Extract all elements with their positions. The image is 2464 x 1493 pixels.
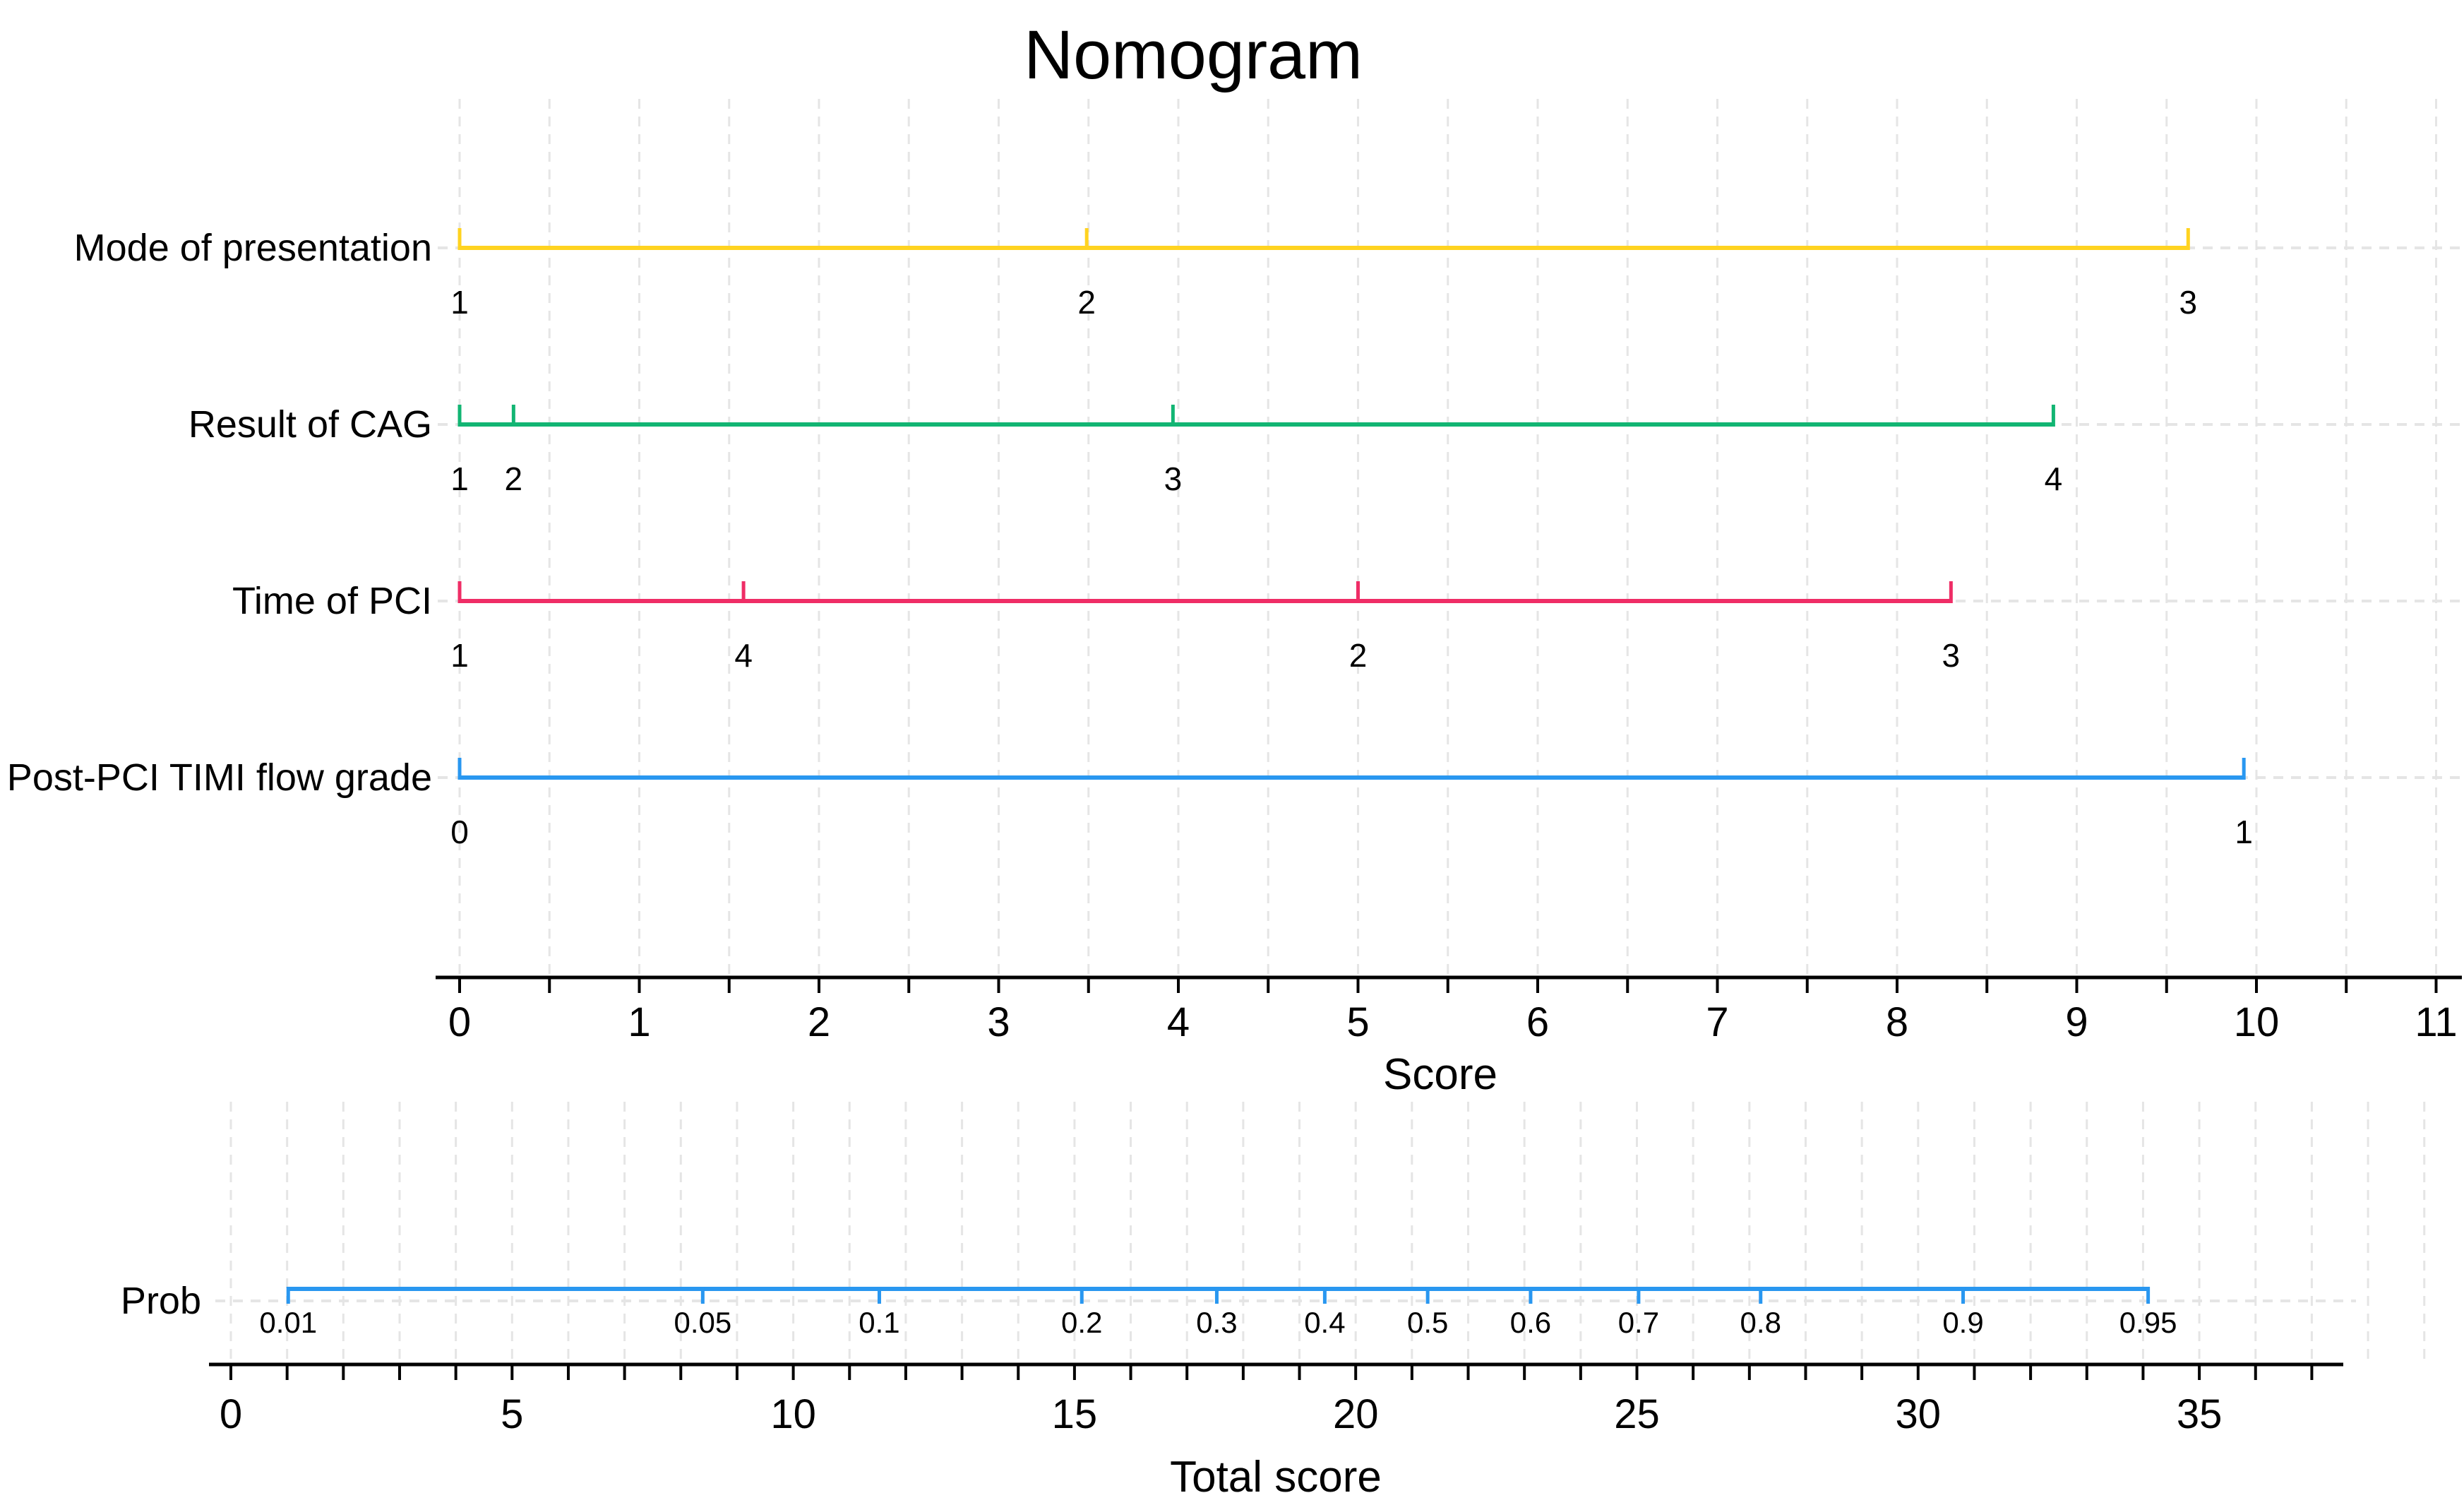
total-axis-tick-label: 10: [770, 1391, 816, 1437]
score-axis-tick-label: 11: [2415, 999, 2457, 1045]
prob-tick-label: 0.2: [1061, 1306, 1102, 1339]
prob-tick-label: 0.7: [1618, 1306, 1659, 1339]
score-axis-title: Score: [1383, 1050, 1497, 1099]
prob-tick-label: 0.95: [2119, 1306, 2177, 1339]
total-axis-tick-label: 5: [501, 1391, 523, 1437]
prob-tick-label: 0.5: [1407, 1306, 1448, 1339]
total-score-axis-title: Total score: [1170, 1453, 1382, 1493]
row-tick-label: 2: [1077, 284, 1096, 321]
total-axis-tick-label: 15: [1052, 1391, 1098, 1437]
score-axis-tick-label: 3: [987, 999, 1010, 1045]
row-tick-label: 1: [450, 284, 469, 321]
score-axis-tick-label: 9: [2065, 999, 2088, 1045]
score-axis-tick-label: 4: [1167, 999, 1190, 1045]
prob-tick-label: 0.1: [859, 1306, 899, 1339]
prob-tick-label: 0.3: [1196, 1306, 1237, 1339]
score-axis-tick-label: 0: [448, 999, 471, 1045]
row-tick-label: 2: [505, 460, 523, 497]
total-axis-tick-label: 20: [1333, 1391, 1379, 1437]
row-tick-label: 1: [450, 637, 469, 674]
score-axis-tick-label: 7: [1706, 999, 1728, 1045]
row-tick-label: 4: [734, 637, 753, 674]
prob-tick-label: 0.8: [1740, 1306, 1781, 1339]
row-tick-label: 4: [2045, 460, 2063, 497]
row-label-result-of-cag: Result of CAG: [188, 403, 432, 446]
total-axis-tick-label: 35: [2177, 1391, 2223, 1437]
score-axis-tick-label: 5: [1346, 999, 1369, 1045]
chart-title: Nomogram: [1024, 16, 1363, 93]
row-tick-label: 1: [450, 460, 469, 497]
prob-tick-label: 0.6: [1510, 1306, 1551, 1339]
row-tick-label: 0: [450, 814, 469, 850]
total-axis-tick-label: 25: [1614, 1391, 1660, 1437]
score-axis-tick-label: 6: [1526, 999, 1549, 1045]
row-label-time-of-pci: Time of PCI: [232, 580, 432, 622]
score-axis-tick-label: 1: [628, 999, 650, 1045]
row-tick-label: 3: [1942, 637, 1961, 674]
score-axis-tick-label: 8: [1886, 999, 1908, 1045]
prob-tick-label: 0.01: [259, 1306, 317, 1339]
prob-tick-label: 0.9: [1942, 1306, 1983, 1339]
row-tick-label: 3: [2179, 284, 2197, 321]
total-axis-tick-label: 0: [220, 1391, 242, 1437]
row-tick-label: 3: [1164, 460, 1183, 497]
score-axis-tick-label: 2: [808, 999, 830, 1045]
total-axis-tick-label: 30: [1896, 1391, 1942, 1437]
prob-tick-label: 0.4: [1304, 1306, 1345, 1339]
row-tick-label: 1: [2235, 814, 2253, 850]
prob-tick-label: 0.05: [674, 1306, 731, 1339]
row-label-prob: Prob: [120, 1280, 201, 1322]
row-label-mode-of-presentation: Mode of presentation: [73, 227, 432, 269]
row-tick-label: 2: [1349, 637, 1368, 674]
score-axis-tick-label: 10: [2234, 999, 2280, 1045]
row-label-post-pci-timi-flow-grade: Post-PCI TIMI flow grade: [6, 756, 432, 799]
